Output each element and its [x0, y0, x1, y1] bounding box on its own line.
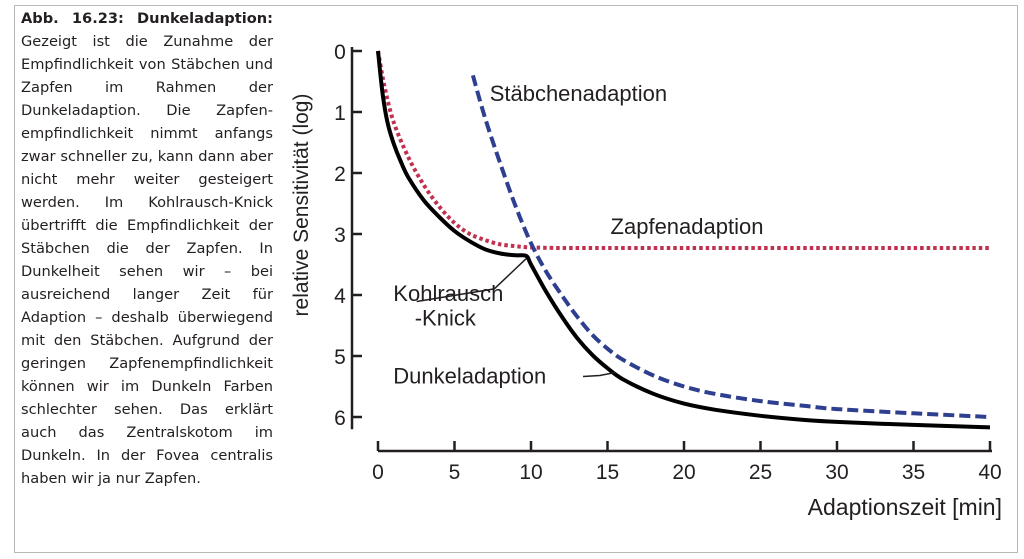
label-knick: -Knick — [415, 306, 477, 331]
caption-body: Gezeigt ist die Zunahme der Empfindlichk… — [21, 33, 273, 487]
y-tick-label-3: 3 — [334, 224, 346, 247]
x-ticks: 0 5 10 15 20 25 30 35 40 — [372, 441, 1002, 484]
x-tick-label-40: 40 — [978, 461, 1001, 484]
y-tick-label-1: 1 — [334, 102, 346, 125]
y-tick-label-2: 2 — [334, 163, 346, 186]
y-tick-label-5: 5 — [334, 346, 346, 369]
y-ticks: 0 1 2 3 4 5 6 — [334, 41, 362, 430]
x-tick-label-0: 0 — [372, 461, 384, 484]
y-tick-label-6: 6 — [334, 407, 346, 430]
x-tick-label-25: 25 — [749, 461, 772, 484]
annotations: Stäbchenadaption Zapfenadaption Kohlrausch… — [393, 81, 763, 388]
curves — [376, 50, 991, 430]
y-tick-label-0: 0 — [334, 41, 346, 64]
x-tick-label-20: 20 — [672, 461, 695, 484]
curve-zapfenadaption — [376, 50, 990, 251]
label-kohlrausch: Kohlrausch — [393, 281, 503, 306]
y-tick-label-4: 4 — [334, 285, 346, 308]
curve-staebchenadaption — [470, 74, 991, 419]
x-tick-label-5: 5 — [449, 461, 461, 484]
curve-dunkeladaption — [376, 50, 991, 430]
label-dunkeladaption: Dunkeladaption — [393, 363, 546, 388]
figure-caption: Abb. 16.23: Dunkeladaption: Gezeigt ist … — [21, 7, 273, 490]
kohlrausch-knick-leader — [416, 257, 527, 303]
caption-title: Abb. 16.23: Dunkeladaption: — [21, 10, 273, 27]
dunkeladaption-leader — [582, 371, 616, 378]
x-tick-label-15: 15 — [596, 461, 619, 484]
x-axis-label: Adaptionszeit [min] — [808, 494, 1002, 520]
y-axis-label: relative Sensitivität (log) — [290, 94, 313, 317]
x-tick-label-10: 10 — [519, 461, 542, 484]
dark-adaptation-chart: 0 1 2 3 4 5 6 0 5 10 15 20 25 30 35 40 Stäbchenadaptio… — [290, 41, 1002, 520]
label-staebchenadaption: Stäbchenadaption — [490, 81, 667, 106]
x-tick-label-30: 30 — [825, 461, 848, 484]
label-zapfenadaption: Zapfenadaption — [611, 214, 764, 239]
x-tick-label-35: 35 — [902, 461, 925, 484]
figure-frame — [14, 5, 1018, 553]
